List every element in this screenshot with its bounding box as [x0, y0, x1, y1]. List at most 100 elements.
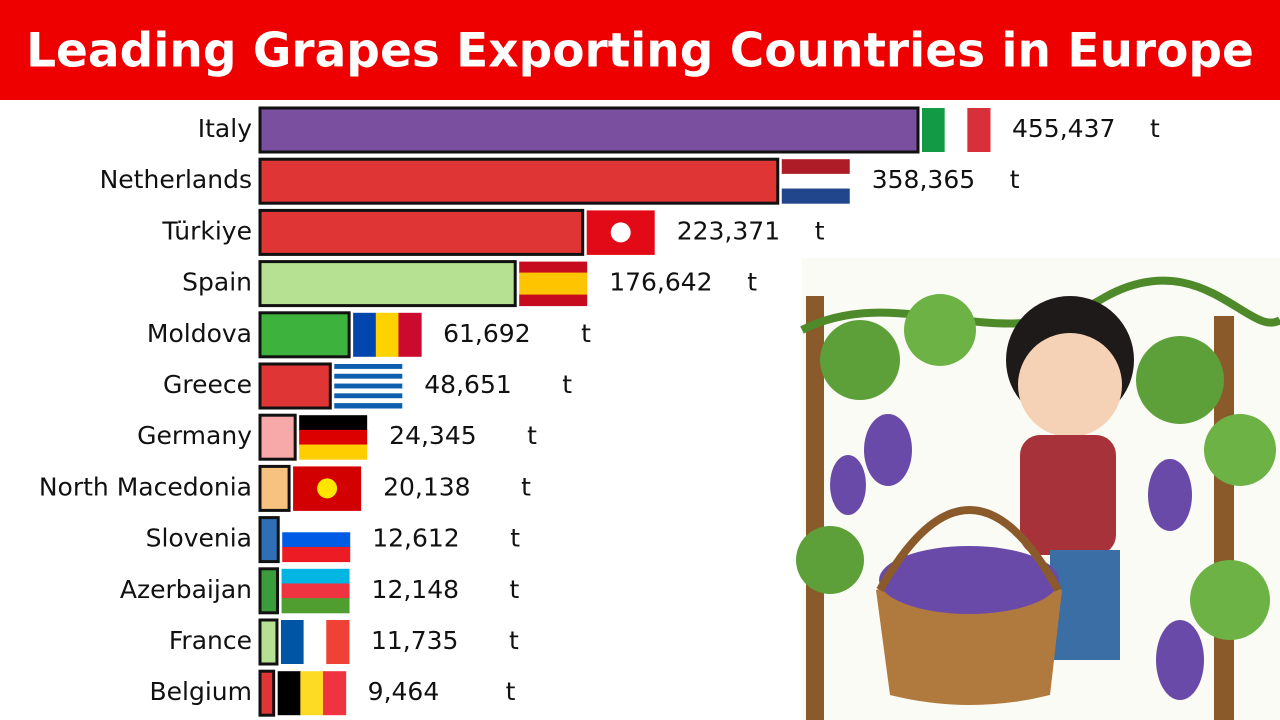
- flag-stripe: [519, 283, 588, 296]
- unit-label: t: [527, 421, 537, 450]
- flag-stripe: [334, 403, 403, 409]
- flag-stripe: [334, 393, 403, 399]
- flag-stripe: [519, 261, 588, 274]
- flag-stripe: [334, 398, 403, 404]
- flag-stripe: [323, 671, 347, 716]
- flag-stripe: [299, 415, 368, 431]
- bar: [258, 669, 276, 717]
- category-label: Germany: [137, 421, 252, 450]
- unit-label: t: [581, 319, 591, 348]
- flag-stripe: [282, 532, 351, 548]
- category-label: Netherlands: [100, 165, 252, 194]
- unit-label: t: [506, 677, 516, 706]
- unit-label: t: [509, 626, 519, 655]
- flag: [586, 210, 655, 255]
- bar: [258, 311, 351, 359]
- category-label: Italy: [198, 114, 252, 143]
- flag-emblem: [610, 222, 631, 243]
- flag: [280, 620, 350, 664]
- category-label: Türkiye: [161, 216, 252, 245]
- flag-stripe: [299, 429, 368, 446]
- category-label: Spain: [182, 268, 252, 297]
- bar: [258, 618, 279, 666]
- value-label: 20,138: [383, 472, 470, 501]
- unit-label: t: [562, 370, 572, 399]
- flag-stripe: [299, 444, 368, 460]
- bar: [258, 106, 920, 154]
- unit-label: t: [1150, 114, 1160, 143]
- flag: [922, 108, 991, 152]
- unit-label: t: [521, 472, 531, 501]
- unit-label: t: [815, 216, 825, 245]
- flag-stripe: [281, 583, 350, 599]
- bar: [258, 516, 280, 564]
- flag-stripe: [280, 620, 305, 664]
- bar: [258, 464, 291, 512]
- flag: [334, 364, 403, 409]
- bar: [258, 413, 297, 461]
- flag-stripe: [519, 294, 588, 307]
- flag-stripe: [922, 108, 946, 152]
- category-label: Moldova: [147, 319, 252, 348]
- illustration: [796, 258, 1280, 720]
- unit-label: t: [510, 524, 520, 553]
- title-band: [0, 0, 1280, 100]
- category-label: Slovenia: [146, 524, 252, 553]
- value-label: 358,365: [872, 165, 975, 194]
- flag: [281, 568, 350, 614]
- flag-stripe: [398, 312, 422, 357]
- flag: [781, 159, 850, 204]
- value-label: 48,651: [424, 370, 511, 399]
- value-label: 11,735: [371, 626, 458, 655]
- flag-stripe: [375, 312, 399, 357]
- flag-stripe: [282, 546, 351, 563]
- unit-label: t: [747, 268, 757, 297]
- value-label: 12,612: [372, 524, 459, 553]
- flag-emblem: [317, 478, 338, 499]
- flag-stripe: [334, 364, 403, 370]
- bar: [258, 260, 517, 308]
- category-label: Azerbaijan: [120, 575, 252, 604]
- category-label: North Macedonia: [39, 472, 252, 501]
- flag: [293, 466, 362, 511]
- flag-stripe: [300, 671, 324, 716]
- flag-stripe: [781, 173, 850, 190]
- flag-stripe: [967, 108, 991, 152]
- flag-stripe: [334, 388, 403, 394]
- unit-label: t: [1010, 165, 1020, 194]
- flag: [353, 312, 422, 357]
- category-label: Belgium: [150, 677, 253, 706]
- value-label: 176,642: [609, 268, 712, 297]
- flag: [282, 517, 351, 563]
- value-label: 9,464: [368, 677, 440, 706]
- flag-stripe: [334, 368, 403, 375]
- unit-label: t: [510, 575, 520, 604]
- category-label: France: [169, 626, 252, 655]
- bar: [258, 157, 780, 205]
- bar: [258, 362, 332, 410]
- flag-stripe: [353, 312, 377, 357]
- flag-stripe: [519, 272, 588, 285]
- value-label: 24,345: [389, 421, 476, 450]
- category-label: Greece: [163, 370, 252, 399]
- flag-stripe: [781, 159, 850, 175]
- flag-stripe: [334, 383, 403, 389]
- flag-stripe: [282, 517, 351, 533]
- bar: [258, 208, 585, 256]
- chart-title: Leading Grapes Exporting Countries in Eu…: [26, 24, 1254, 79]
- flag-stripe: [781, 188, 850, 204]
- value-label: 223,371: [677, 216, 780, 245]
- value-label: 61,692: [443, 319, 530, 348]
- flag-stripe: [334, 378, 403, 385]
- flag-stripe: [281, 568, 350, 584]
- value-label: 455,437: [1012, 114, 1115, 143]
- flag-stripe: [281, 598, 350, 614]
- flag-stripe: [334, 373, 403, 380]
- flag: [277, 671, 347, 716]
- value-label: 12,148: [372, 575, 459, 604]
- flag-stripe: [303, 620, 327, 664]
- bar: [258, 567, 280, 615]
- flag: [519, 261, 588, 307]
- flag-stripe: [277, 671, 301, 716]
